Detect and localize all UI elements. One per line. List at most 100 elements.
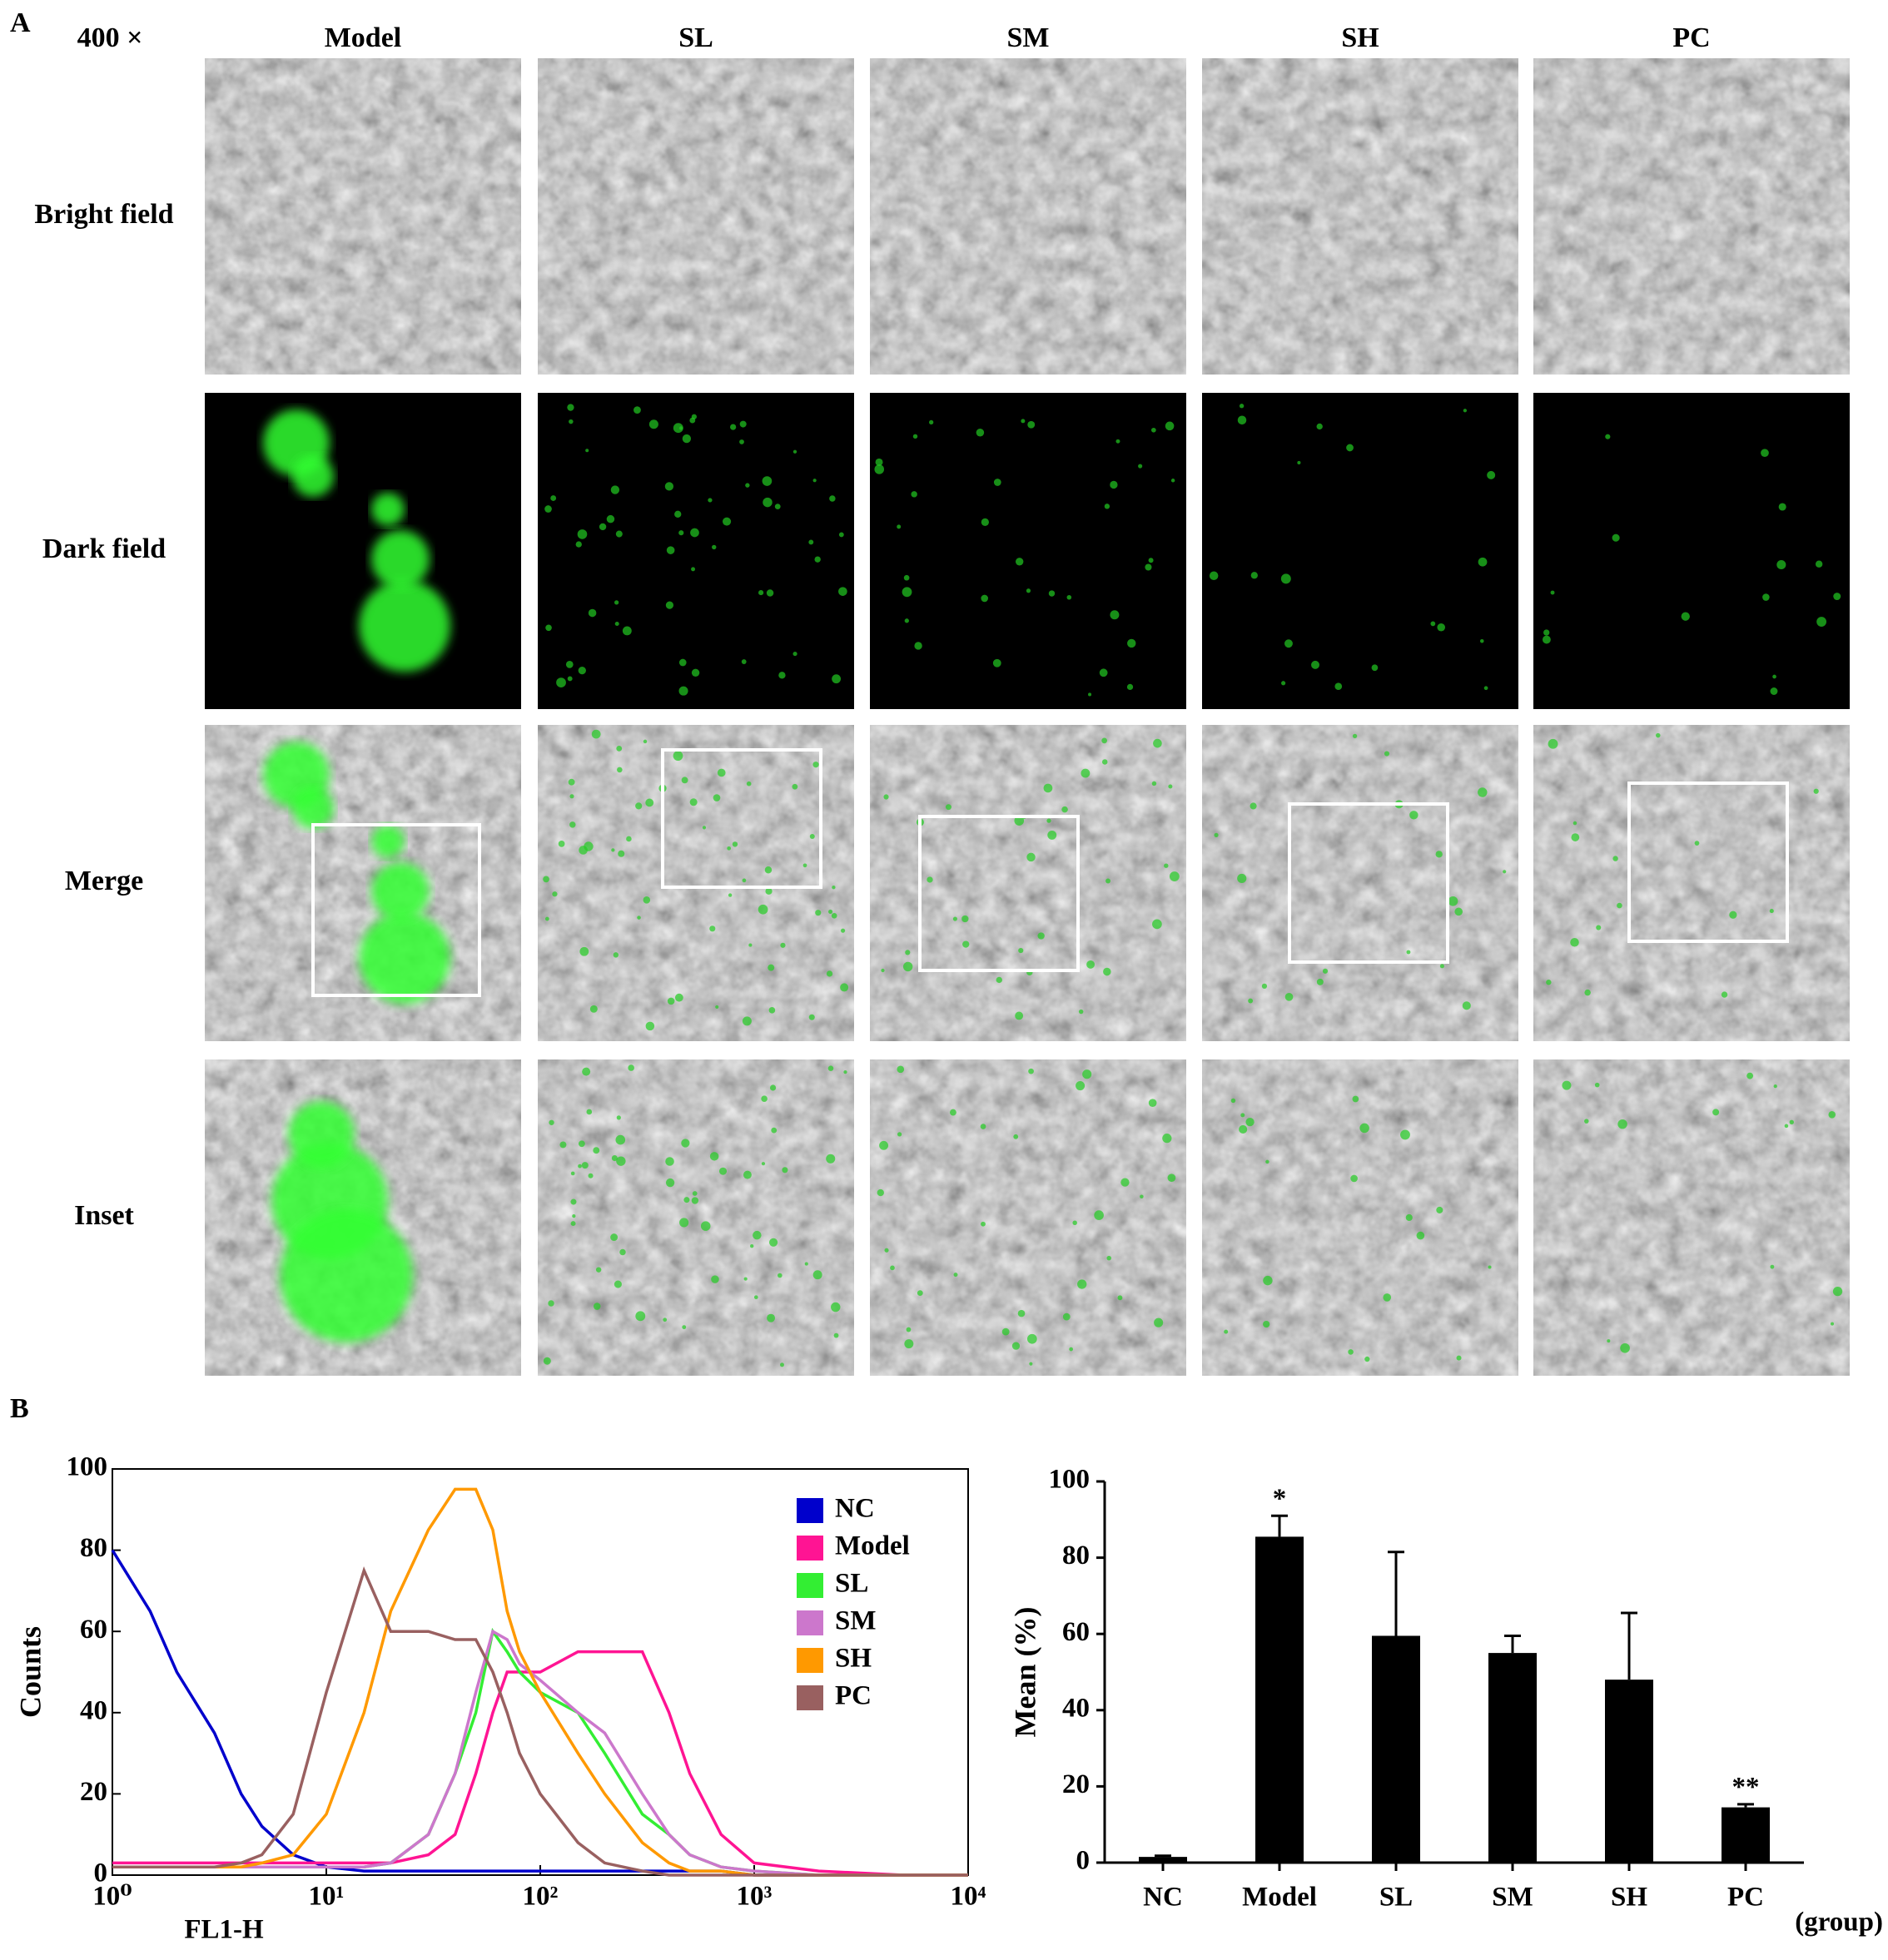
fluorescence bbox=[1169, 871, 1180, 881]
fluorescence bbox=[1607, 1339, 1611, 1343]
micrograph bbox=[538, 725, 854, 1041]
fluorescence bbox=[1245, 1117, 1255, 1127]
row-label: Inset bbox=[74, 1200, 134, 1231]
micrograph bbox=[1202, 393, 1518, 709]
fluorescence bbox=[1104, 504, 1110, 509]
fluorescence bbox=[1237, 415, 1247, 425]
y-tick-label: 20 bbox=[80, 1777, 107, 1807]
fluorescence bbox=[1062, 1312, 1071, 1321]
fluorescence bbox=[739, 420, 747, 428]
fluorescence bbox=[280, 1209, 413, 1342]
fluorescence bbox=[911, 491, 917, 498]
fluorescence bbox=[665, 1157, 674, 1166]
fluorescence bbox=[690, 528, 699, 538]
fluorescence bbox=[1265, 1159, 1269, 1164]
fluorescence bbox=[565, 661, 574, 668]
fluorescence bbox=[1770, 687, 1778, 695]
fluorescence bbox=[1562, 1080, 1572, 1090]
fluorescence bbox=[665, 601, 674, 609]
fluorescence bbox=[679, 1218, 689, 1228]
fluorescence bbox=[1138, 464, 1143, 469]
y-tick-label: 80 bbox=[1062, 1541, 1090, 1570]
fluorescence bbox=[743, 1277, 748, 1281]
fluorescence bbox=[678, 686, 688, 696]
micrograph bbox=[870, 393, 1186, 709]
fluorescence bbox=[618, 850, 625, 857]
fluorescence bbox=[635, 1311, 646, 1322]
fluorescence bbox=[1776, 559, 1786, 570]
fluorescence bbox=[902, 961, 913, 972]
histogram-line bbox=[111, 1549, 968, 1877]
fluorescence bbox=[1162, 1134, 1172, 1144]
fluorescence bbox=[567, 676, 573, 682]
fluorescence bbox=[1017, 1309, 1026, 1317]
fluorescence bbox=[927, 876, 933, 883]
fluorescence bbox=[745, 483, 750, 488]
legend-label: SL bbox=[835, 1569, 868, 1599]
fluorescence bbox=[881, 968, 885, 973]
fluorescence bbox=[1721, 991, 1728, 998]
fluorescence bbox=[780, 1362, 784, 1367]
micrograph bbox=[1533, 725, 1850, 1041]
fluorescence bbox=[1605, 434, 1611, 439]
fluorescence bbox=[371, 825, 405, 858]
fluorescence bbox=[1617, 1119, 1627, 1129]
micrograph bbox=[1202, 725, 1518, 1041]
y-tick-label: 0 bbox=[94, 1858, 108, 1888]
legend-swatch bbox=[797, 1536, 823, 1561]
fluorescence bbox=[993, 479, 1001, 486]
y-tick-label: 20 bbox=[1062, 1769, 1090, 1799]
fluorescence bbox=[792, 651, 797, 657]
fluorescence bbox=[1013, 1134, 1019, 1139]
fluorescence bbox=[1145, 563, 1152, 571]
fluorescence bbox=[611, 1154, 618, 1162]
fluorescence bbox=[1072, 1220, 1077, 1225]
fluorescence bbox=[709, 1152, 719, 1161]
legend-label: SM bbox=[835, 1606, 877, 1636]
fluorescence bbox=[1406, 950, 1411, 955]
fluorescence bbox=[556, 677, 566, 687]
row-label: Dark field bbox=[42, 533, 166, 564]
fluorescence bbox=[1011, 1342, 1021, 1350]
fluorescence bbox=[1478, 787, 1488, 797]
fluorescence bbox=[1612, 533, 1620, 542]
fluorescence bbox=[359, 580, 450, 672]
fluorescence bbox=[678, 530, 684, 536]
fluorescence bbox=[814, 556, 821, 563]
fluorescence bbox=[809, 834, 815, 840]
fluorescence bbox=[897, 1065, 905, 1074]
fluorescence bbox=[674, 993, 683, 1002]
fluorescence bbox=[961, 915, 969, 923]
fluorescence bbox=[1209, 571, 1219, 581]
fluorescence bbox=[1151, 781, 1157, 786]
fluorescence bbox=[905, 950, 911, 955]
fluorescence bbox=[616, 745, 623, 752]
fluorescence bbox=[1224, 1329, 1229, 1334]
y-axis-label: Counts bbox=[13, 1626, 47, 1718]
fluorescence bbox=[568, 778, 575, 786]
fluorescence bbox=[1681, 612, 1690, 621]
fluorescence bbox=[613, 952, 619, 958]
fluorescence bbox=[828, 909, 833, 914]
fluorescence bbox=[1237, 873, 1247, 884]
fluorescence bbox=[897, 1132, 902, 1137]
fluorescence bbox=[1359, 1123, 1369, 1134]
fluorescence bbox=[552, 891, 558, 897]
fluorescence bbox=[980, 1124, 986, 1129]
fluorescence bbox=[1106, 1255, 1111, 1261]
fluorescence bbox=[917, 1290, 923, 1297]
fluorescence bbox=[628, 1064, 634, 1071]
fluorescence bbox=[567, 404, 574, 411]
fluorescence bbox=[614, 600, 619, 605]
fluorescence bbox=[593, 1303, 601, 1310]
fluorescence bbox=[713, 794, 721, 801]
fluorescence bbox=[615, 530, 623, 538]
fluorescence bbox=[545, 624, 552, 632]
fluorescence bbox=[826, 970, 833, 977]
fluorescence bbox=[1101, 759, 1108, 765]
fluorescence bbox=[1543, 629, 1550, 636]
fluorescence bbox=[765, 887, 773, 895]
fluorescence bbox=[588, 608, 597, 618]
x-axis-label: (group) bbox=[1795, 1908, 1883, 1938]
fluorescence bbox=[682, 1325, 687, 1330]
